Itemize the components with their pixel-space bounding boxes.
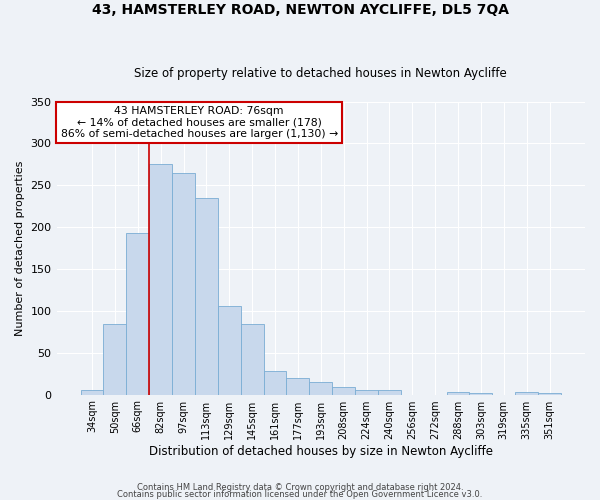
Text: 43, HAMSTERLEY ROAD, NEWTON AYCLIFFE, DL5 7QA: 43, HAMSTERLEY ROAD, NEWTON AYCLIFFE, DL… — [91, 2, 509, 16]
Text: Contains HM Land Registry data © Crown copyright and database right 2024.: Contains HM Land Registry data © Crown c… — [137, 484, 463, 492]
Bar — [195, 198, 218, 394]
Bar — [378, 390, 401, 394]
Bar — [469, 393, 493, 394]
Bar — [80, 390, 103, 394]
X-axis label: Distribution of detached houses by size in Newton Aycliffe: Distribution of detached houses by size … — [149, 444, 493, 458]
Title: Size of property relative to detached houses in Newton Aycliffe: Size of property relative to detached ho… — [134, 66, 507, 80]
Bar — [515, 392, 538, 394]
Bar — [310, 382, 332, 394]
Bar — [446, 392, 469, 394]
Bar — [263, 371, 286, 394]
Bar — [538, 393, 561, 394]
Bar — [103, 324, 127, 394]
Bar — [218, 306, 241, 394]
Bar — [241, 324, 263, 394]
Bar — [172, 172, 195, 394]
Bar — [286, 378, 310, 394]
Text: 43 HAMSTERLEY ROAD: 76sqm
← 14% of detached houses are smaller (178)
86% of semi: 43 HAMSTERLEY ROAD: 76sqm ← 14% of detac… — [61, 106, 338, 139]
Bar — [332, 387, 355, 394]
Bar — [355, 390, 378, 394]
Bar — [149, 164, 172, 394]
Bar — [127, 233, 149, 394]
Y-axis label: Number of detached properties: Number of detached properties — [15, 160, 25, 336]
Text: Contains public sector information licensed under the Open Government Licence v3: Contains public sector information licen… — [118, 490, 482, 499]
